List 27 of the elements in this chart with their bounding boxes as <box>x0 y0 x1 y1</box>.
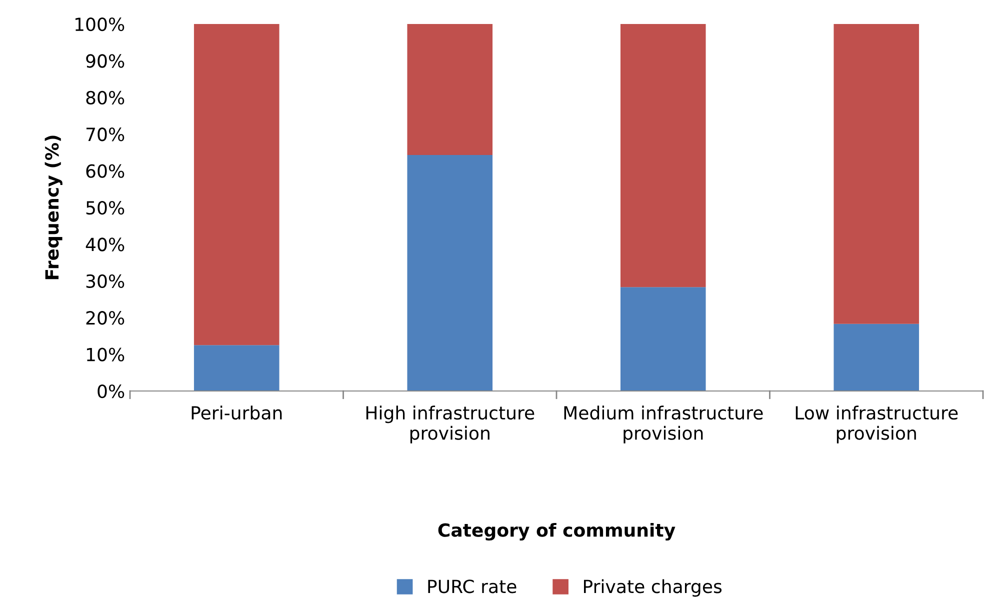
y-tick-label: 80% <box>86 90 124 105</box>
bar <box>407 155 493 391</box>
y-tick-label: 10% <box>86 348 124 362</box>
bar <box>834 24 920 324</box>
y-tick-label: 40% <box>86 238 124 252</box>
bar <box>620 24 706 288</box>
y-tick-label: 70% <box>86 128 124 142</box>
x-tick-label: Medium infrastructure provision <box>564 406 763 444</box>
bar <box>834 324 920 391</box>
x-tick-label: Peri-urban <box>192 406 282 420</box>
legend-label: Private charges <box>584 579 722 597</box>
y-axis-title: Frequency (%) <box>44 136 62 280</box>
y-tick-label: 90% <box>86 54 124 68</box>
y-tick-label: 60% <box>86 164 124 178</box>
bar <box>194 345 280 391</box>
bar <box>620 287 706 391</box>
bar <box>407 24 493 156</box>
y-tick-label: 30% <box>86 274 124 288</box>
y-tick-label: 20% <box>86 311 124 325</box>
x-tick-label: High infrastructure provision <box>366 406 534 444</box>
y-tick-label: 50% <box>86 200 124 215</box>
bar <box>194 24 280 346</box>
x-axis-title: Category of community <box>438 522 676 541</box>
x-tick-label: Low infrastructure provision <box>796 406 958 444</box>
y-tick-label: 0% <box>98 384 124 398</box>
legend-label: PURC rate <box>428 580 516 594</box>
y-tick-label: 100% <box>76 17 124 32</box>
